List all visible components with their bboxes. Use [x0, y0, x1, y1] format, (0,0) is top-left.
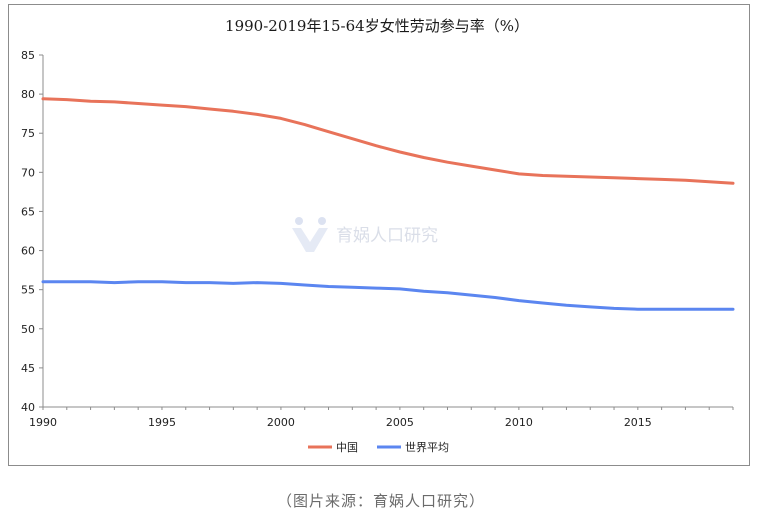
series-line-world — [41, 280, 735, 311]
source-note: （图片来源：育娲人口研究） — [276, 492, 485, 510]
series-layer — [41, 97, 735, 311]
x-tick-label: 1990 — [29, 416, 57, 429]
chart-canvas: 1990-2019年15-64岁女性劳动参与率（%） 育娲人口研究 40 45 50… — [21, 17, 735, 454]
legend-label-world: 世界平均 — [405, 441, 449, 454]
y-tick-label: 65 — [21, 205, 35, 218]
x-tick-label: 2005 — [386, 416, 414, 429]
x-tick-label: 1995 — [148, 416, 176, 429]
series-line-china — [41, 97, 735, 185]
legend: 中国 世界平均 — [308, 441, 449, 454]
y-tick-label: 40 — [21, 401, 35, 414]
watermark-text: 育娲人口研究 — [336, 226, 438, 246]
y-tick-label: 60 — [21, 245, 35, 258]
chart-frame — [8, 4, 750, 466]
y-tick-label: 85 — [21, 49, 35, 62]
axes: 40 45 50 55 60 65 70 75 80 85 1990 1995 2000 2005 2010… — [21, 49, 734, 429]
x-tick-label: 2000 — [267, 416, 295, 429]
yuwa-logo-icon — [292, 217, 328, 252]
watermark: 育娲人口研究 — [292, 217, 438, 252]
y-tick-label: 50 — [21, 323, 35, 336]
chart-title: 1990-2019年15-64岁女性劳动参与率（%） — [225, 17, 529, 35]
x-tick-label: 2010 — [505, 416, 533, 429]
y-tick-label: 80 — [21, 88, 35, 101]
legend-label-china: 中国 — [336, 441, 358, 454]
y-tick-label: 70 — [21, 166, 35, 179]
x-tick-label: 2015 — [624, 416, 652, 429]
y-tick-label: 75 — [21, 127, 35, 140]
y-tick-label: 55 — [21, 284, 35, 297]
y-tick-label: 45 — [21, 362, 35, 375]
